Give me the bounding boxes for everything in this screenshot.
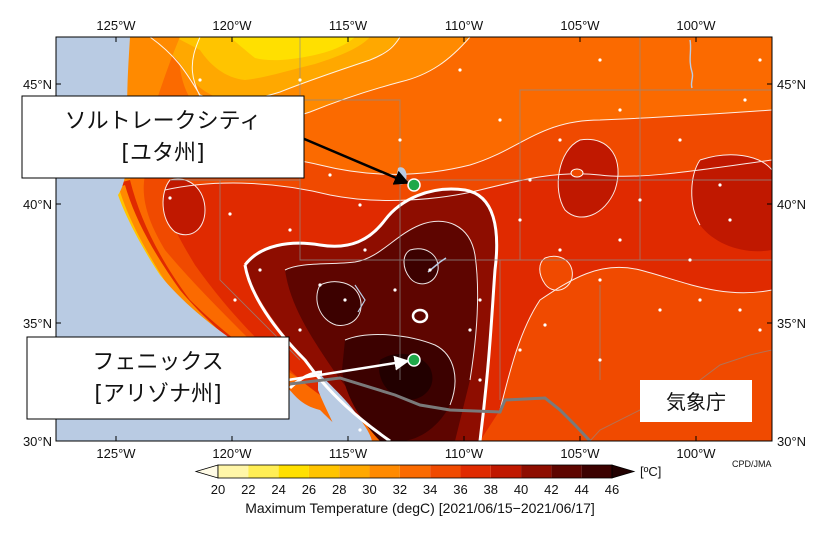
colorado-river bbox=[354, 284, 366, 313]
lake-powell bbox=[427, 257, 447, 273]
slc-marker bbox=[407, 178, 421, 192]
colorbar-segment bbox=[581, 465, 612, 478]
colorbar-tick-label: 32 bbox=[393, 482, 407, 497]
slc-arrow bbox=[301, 136, 410, 185]
tick-marks bbox=[56, 37, 772, 442]
colorbar-segment bbox=[521, 465, 552, 478]
lat-label: 30°N bbox=[777, 434, 806, 449]
lat-label: 45°N bbox=[23, 77, 52, 92]
lon-label: 115°W bbox=[329, 446, 368, 461]
contour-40-thick bbox=[243, 187, 499, 441]
slc-callout-name: ソルトレークシティ bbox=[65, 109, 262, 134]
temp-pocket-spot bbox=[570, 168, 584, 178]
phoenix-callout-name: フェニックス bbox=[92, 350, 223, 375]
lon-labels-bottom: 125°W 120°W 115°W 110°W 105°W 100°W bbox=[96, 446, 716, 461]
colorbar-tick-label: 20 bbox=[211, 482, 225, 497]
colorbar-caption: Maximum Temperature (degC) [2021/06/15−2… bbox=[245, 500, 595, 516]
colorbar-unit: [ºC] bbox=[640, 464, 661, 479]
colorbar bbox=[194, 464, 636, 479]
colorbar-tick-label: 24 bbox=[271, 482, 285, 497]
colorbar-segment bbox=[551, 465, 582, 478]
colorbar-tick-labels: 20 22 24 26 28 30 32 34 36 38 40 42 44 46 bbox=[211, 482, 619, 497]
colorbar-tick-label: 30 bbox=[362, 482, 376, 497]
credit-label: CPD/JMA bbox=[732, 459, 772, 469]
lat-labels-right: 45°N 40°N 35°N 30°N bbox=[777, 77, 806, 449]
contour-lines bbox=[144, 37, 772, 411]
colorbar-tick-label: 38 bbox=[484, 482, 498, 497]
colorbar-tick-label: 46 bbox=[605, 482, 619, 497]
station-dots bbox=[168, 58, 762, 432]
lat-label: 40°N bbox=[777, 197, 806, 212]
lon-label: 110°W bbox=[445, 18, 484, 33]
contour-40-thick-west bbox=[243, 264, 391, 441]
lat-label: 30°N bbox=[23, 434, 52, 449]
colorbar-max-arrow bbox=[611, 464, 636, 479]
colorbar-segment bbox=[490, 465, 522, 478]
colorbar-segment bbox=[430, 465, 461, 478]
lat-label: 45°N bbox=[777, 77, 806, 92]
lat-label: 35°N bbox=[777, 316, 806, 331]
temp-zone-44-north bbox=[316, 281, 362, 326]
lon-label: 120°W bbox=[212, 446, 252, 461]
temp-zone-46 bbox=[379, 353, 433, 400]
missouri-river bbox=[689, 39, 694, 89]
slc-callout-state: [ユタ州] bbox=[121, 141, 204, 166]
lon-label: 125°W bbox=[96, 446, 136, 461]
us-mexico-border bbox=[289, 376, 592, 441]
agency-label: 気象庁 bbox=[666, 390, 726, 414]
colorbar-tick-label: 42 bbox=[544, 482, 558, 497]
phoenix-callout-box bbox=[26, 336, 290, 420]
lon-label: 100°W bbox=[676, 18, 716, 33]
colorbar-frame bbox=[217, 464, 613, 479]
lon-label: 110°W bbox=[445, 446, 484, 461]
colorbar-segment bbox=[248, 465, 279, 478]
lon-label: 105°W bbox=[560, 446, 600, 461]
colorbar-segment bbox=[460, 465, 491, 478]
lon-label: 125°W bbox=[96, 18, 136, 33]
temp-zone-40-east bbox=[691, 154, 772, 252]
lat-label: 40°N bbox=[23, 197, 52, 212]
colorbar-tick-label: 44 bbox=[574, 482, 588, 497]
phoenix-callout-state: [アリゾナ州] bbox=[94, 382, 221, 407]
slc-callout-box bbox=[21, 95, 305, 179]
colorbar-tick-label: 34 bbox=[423, 482, 437, 497]
colorbar-tick-label: 40 bbox=[514, 482, 528, 497]
colorbar-segment bbox=[369, 465, 400, 478]
lon-labels-top: 125°W 120°W 115°W 110°W 105°W 100°W bbox=[96, 18, 716, 33]
agency-box bbox=[640, 380, 752, 422]
temp-zone-26 bbox=[230, 37, 355, 61]
colorbar-segment bbox=[278, 465, 309, 478]
colorbar-tick-label: 28 bbox=[332, 482, 346, 497]
lon-label: 105°W bbox=[560, 18, 600, 33]
colorbar-segment bbox=[399, 465, 431, 478]
colorbar-tick-label: 36 bbox=[453, 482, 467, 497]
temp-zone-36-pocket bbox=[539, 256, 573, 291]
temp-zone-44-utah bbox=[404, 248, 439, 284]
contour-40-island bbox=[411, 308, 429, 324]
map-frame bbox=[55, 36, 773, 442]
lon-label: 120°W bbox=[212, 18, 252, 33]
phoenix-marker bbox=[407, 353, 421, 367]
colorbar-tick-label: 22 bbox=[241, 482, 255, 497]
colorbar-tick-label: 26 bbox=[302, 482, 316, 497]
colorbar-segment bbox=[339, 465, 370, 478]
colorbar-segment bbox=[308, 465, 340, 478]
colorbar-min-arrow bbox=[194, 464, 219, 479]
colorbar-segment bbox=[218, 465, 249, 478]
phoenix-arrow bbox=[287, 355, 410, 382]
lon-label: 115°W bbox=[329, 18, 368, 33]
lon-label: 100°W bbox=[676, 446, 716, 461]
lat-labels-left: 45°N 40°N 35°N 30°N bbox=[23, 77, 52, 449]
map-area bbox=[56, 37, 772, 441]
temp-zone-40-west bbox=[163, 179, 205, 235]
lat-label: 35°N bbox=[23, 316, 52, 331]
temp-zone-40-ne bbox=[558, 139, 619, 218]
